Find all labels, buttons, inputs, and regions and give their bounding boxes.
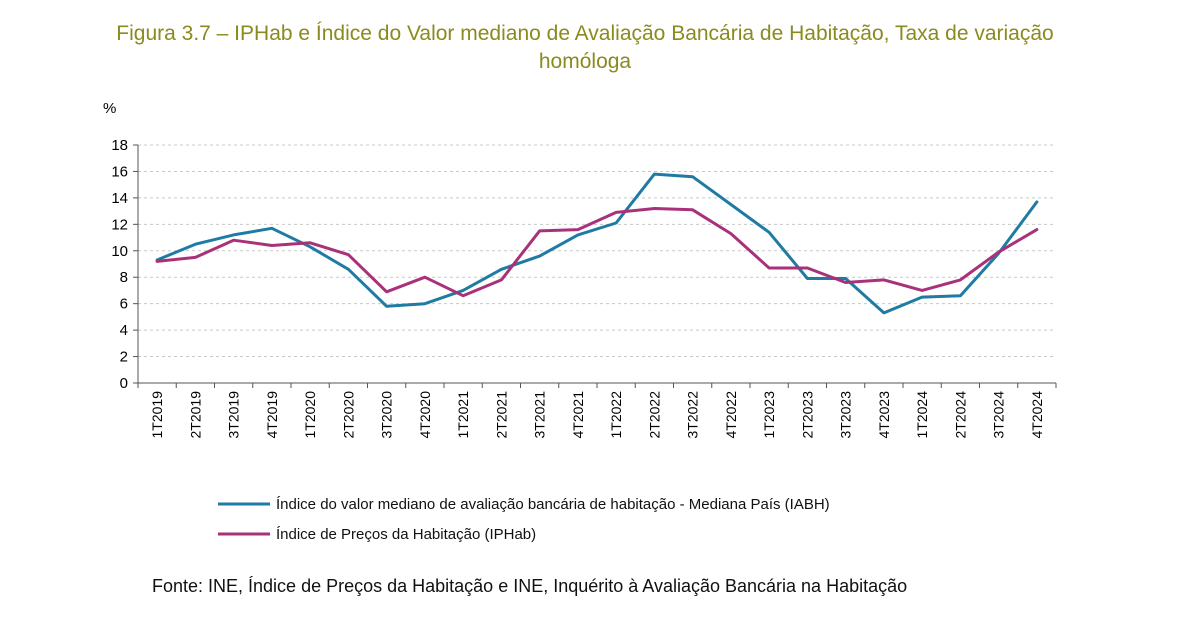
legend-item-iphab: Índice de Preços da Habitação (IPHab) — [218, 526, 536, 543]
x-tick-label: 2T2023 — [799, 391, 815, 439]
x-tick-label: 1T2022 — [608, 391, 624, 439]
y-tick-label: 12 — [111, 216, 128, 233]
x-tick-label: 1T2024 — [914, 391, 930, 439]
x-tick-label: 1T2023 — [761, 391, 777, 439]
legend-label: Índice do valor mediano de avaliação ban… — [276, 496, 830, 513]
y-tick-label: 10 — [111, 243, 128, 260]
x-tick-label: 3T2021 — [532, 391, 548, 439]
chart-title: Figura 3.7 – IPHab e Índice do Valor med… — [0, 20, 1170, 76]
y-tick-label: 4 — [120, 322, 128, 339]
x-tick-label: 4T2020 — [417, 391, 433, 439]
x-tick-label: 4T2023 — [876, 391, 892, 439]
y-tick-label: 18 — [111, 137, 128, 154]
x-tick-label: 2T2020 — [340, 391, 356, 439]
y-tick-label: 8 — [120, 269, 128, 286]
x-tick-label: 1T2020 — [302, 391, 318, 439]
source-note: Fonte: INE, Índice de Preços da Habitaçã… — [152, 576, 908, 596]
x-tick-label: 4T2024 — [1029, 391, 1045, 439]
y-tick-label: 16 — [111, 163, 128, 180]
x-tick-label: 3T2019 — [226, 391, 242, 439]
x-tick-label: 3T2022 — [685, 391, 701, 439]
y-tick-label: 0 — [120, 375, 128, 392]
x-tick-label: 1T2021 — [455, 391, 471, 439]
x-tick-label: 2T2022 — [646, 391, 662, 439]
x-tick-label: 3T2023 — [838, 391, 854, 439]
series-line-iphab — [155, 207, 1039, 298]
y-axis-ticks: 0 2 4 6 8 10 12 14 16 18 — [111, 137, 138, 392]
y-tick-label: 2 — [120, 349, 128, 366]
x-tick-label: 2T2021 — [493, 391, 509, 439]
legend: Índice do valor mediano de avaliação ban… — [218, 496, 830, 543]
x-tick-label: 2T2024 — [952, 391, 968, 439]
series-lines — [155, 172, 1039, 315]
y-tick-label: 14 — [111, 190, 128, 207]
x-tick-label: 3T2020 — [379, 391, 395, 439]
x-tick-label: 1T2019 — [149, 391, 165, 439]
x-tick-label: 4T2019 — [264, 391, 280, 439]
legend-label: Índice de Preços da Habitação (IPHab) — [276, 526, 536, 543]
grid-lines — [138, 144, 1056, 358]
x-tick-label: 3T2024 — [991, 391, 1007, 439]
legend-item-iabh: Índice do valor mediano de avaliação ban… — [218, 496, 830, 513]
y-axis-unit-label: % — [103, 100, 116, 117]
chart-title-line-2: homóloga — [538, 50, 632, 73]
x-tick-label: 4T2021 — [570, 391, 586, 439]
x-axis: 1T2019 2T2019 3T2019 4T2019 1T2020 2T2020 3T20… — [137, 145, 1057, 439]
x-tick-label: 4T2022 — [723, 391, 739, 439]
chart-title-line-1: Figura 3.7 – IPHab e Índice do Valor med… — [116, 22, 1054, 45]
x-tick-label: 2T2019 — [187, 391, 203, 439]
y-tick-label: 6 — [120, 296, 128, 313]
